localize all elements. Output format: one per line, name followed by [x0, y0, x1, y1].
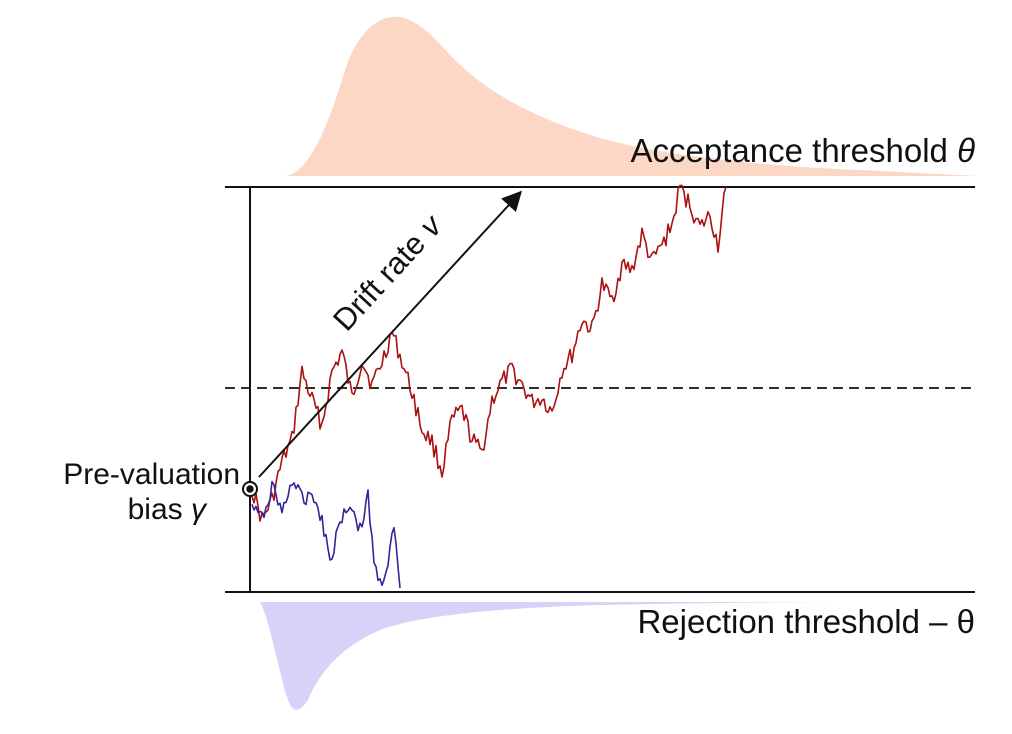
accept-evidence-path [251, 184, 727, 522]
drift-rate-label: Drift rate v [326, 207, 449, 337]
starting-point-dot [246, 485, 254, 493]
bias-label-line1: Pre-valuation [63, 458, 240, 491]
bias-label-line2: bias γ [128, 493, 208, 526]
reject-evidence-path [251, 480, 401, 589]
acceptance-threshold-label: Acceptance threshold θ [631, 132, 976, 169]
rejection-threshold-label: Rejection threshold – θ [637, 603, 975, 640]
drift-rate-arrow [258, 190, 523, 478]
acceptance-time-distribution [285, 16, 980, 177]
rejection-time-distribution [260, 602, 860, 710]
